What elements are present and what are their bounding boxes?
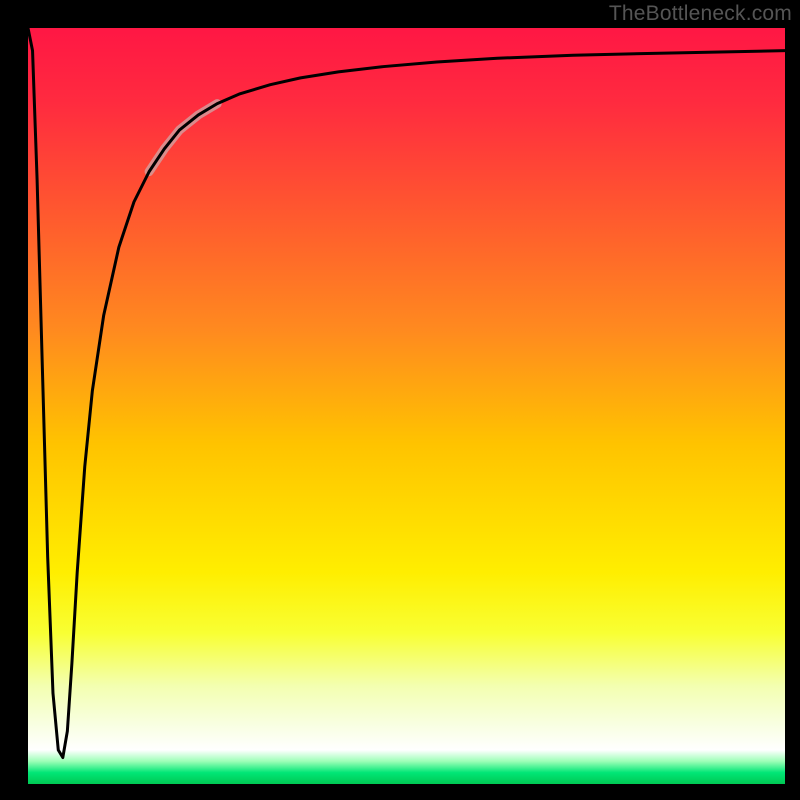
main-curve-path — [28, 28, 785, 758]
watermark-text: TheBottleneck.com — [609, 2, 792, 26]
plot-area — [28, 28, 785, 784]
curve-layer — [28, 28, 785, 784]
highlight-segment-path — [149, 104, 217, 172]
